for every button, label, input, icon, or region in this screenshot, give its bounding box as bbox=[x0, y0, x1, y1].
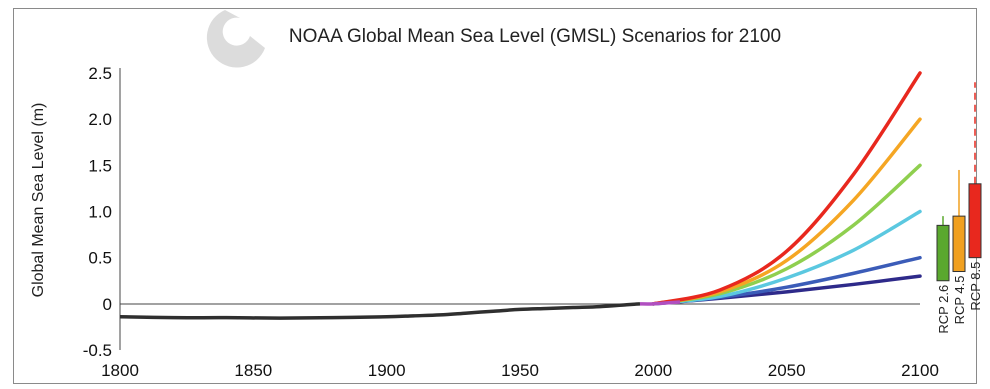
y-tick-label: 0 bbox=[103, 295, 112, 314]
series-lines bbox=[119, 71, 922, 320]
y-axis-label: Global Mean Sea Level (m) bbox=[30, 103, 47, 298]
y-tick-labels: 2.5 2.0 1.5 1.0 0.5 0 -0.5 bbox=[83, 64, 112, 360]
rcp-label: RCP 8.5 bbox=[968, 262, 983, 311]
y-tick-label: -0.5 bbox=[83, 341, 112, 360]
rcp-box bbox=[952, 215, 966, 273]
chart-title: NOAA Global Mean Sea Level (GMSL) Scenar… bbox=[289, 26, 781, 47]
rcp-label: RCP 4.5 bbox=[952, 276, 967, 325]
x-tick-label: 1850 bbox=[234, 361, 272, 380]
y-tick-label: 1.5 bbox=[88, 156, 112, 175]
y-tick-label: 1.0 bbox=[88, 203, 112, 222]
transition-line bbox=[639, 300, 681, 306]
x-tick-label: 2050 bbox=[768, 361, 806, 380]
rcp-label: RCP 2.6 bbox=[936, 285, 951, 334]
x-tick-label: 2000 bbox=[634, 361, 672, 380]
watermark-logo bbox=[206, 10, 265, 68]
y-tick-label: 0.5 bbox=[88, 249, 112, 268]
x-tick-label: 1800 bbox=[101, 361, 139, 380]
x-tick-label: 2100 bbox=[901, 361, 939, 380]
y-tick-label: 2.0 bbox=[88, 110, 112, 129]
scenario-line bbox=[651, 209, 922, 306]
scenario-line bbox=[651, 71, 922, 306]
rcp-box bbox=[936, 224, 950, 282]
historical-line bbox=[119, 302, 641, 320]
rcp-box bbox=[968, 183, 982, 259]
chart-frame bbox=[13, 8, 977, 384]
x-tick-labels: 1800 1850 1900 1950 2000 2050 2100 bbox=[101, 361, 939, 380]
y-tick-label: 2.5 bbox=[88, 64, 112, 83]
x-tick-label: 1900 bbox=[368, 361, 406, 380]
x-tick-label: 1950 bbox=[501, 361, 539, 380]
rcp-boxes: RCP 2.6 RCP 4.5 RCP 8.5 bbox=[936, 82, 983, 334]
